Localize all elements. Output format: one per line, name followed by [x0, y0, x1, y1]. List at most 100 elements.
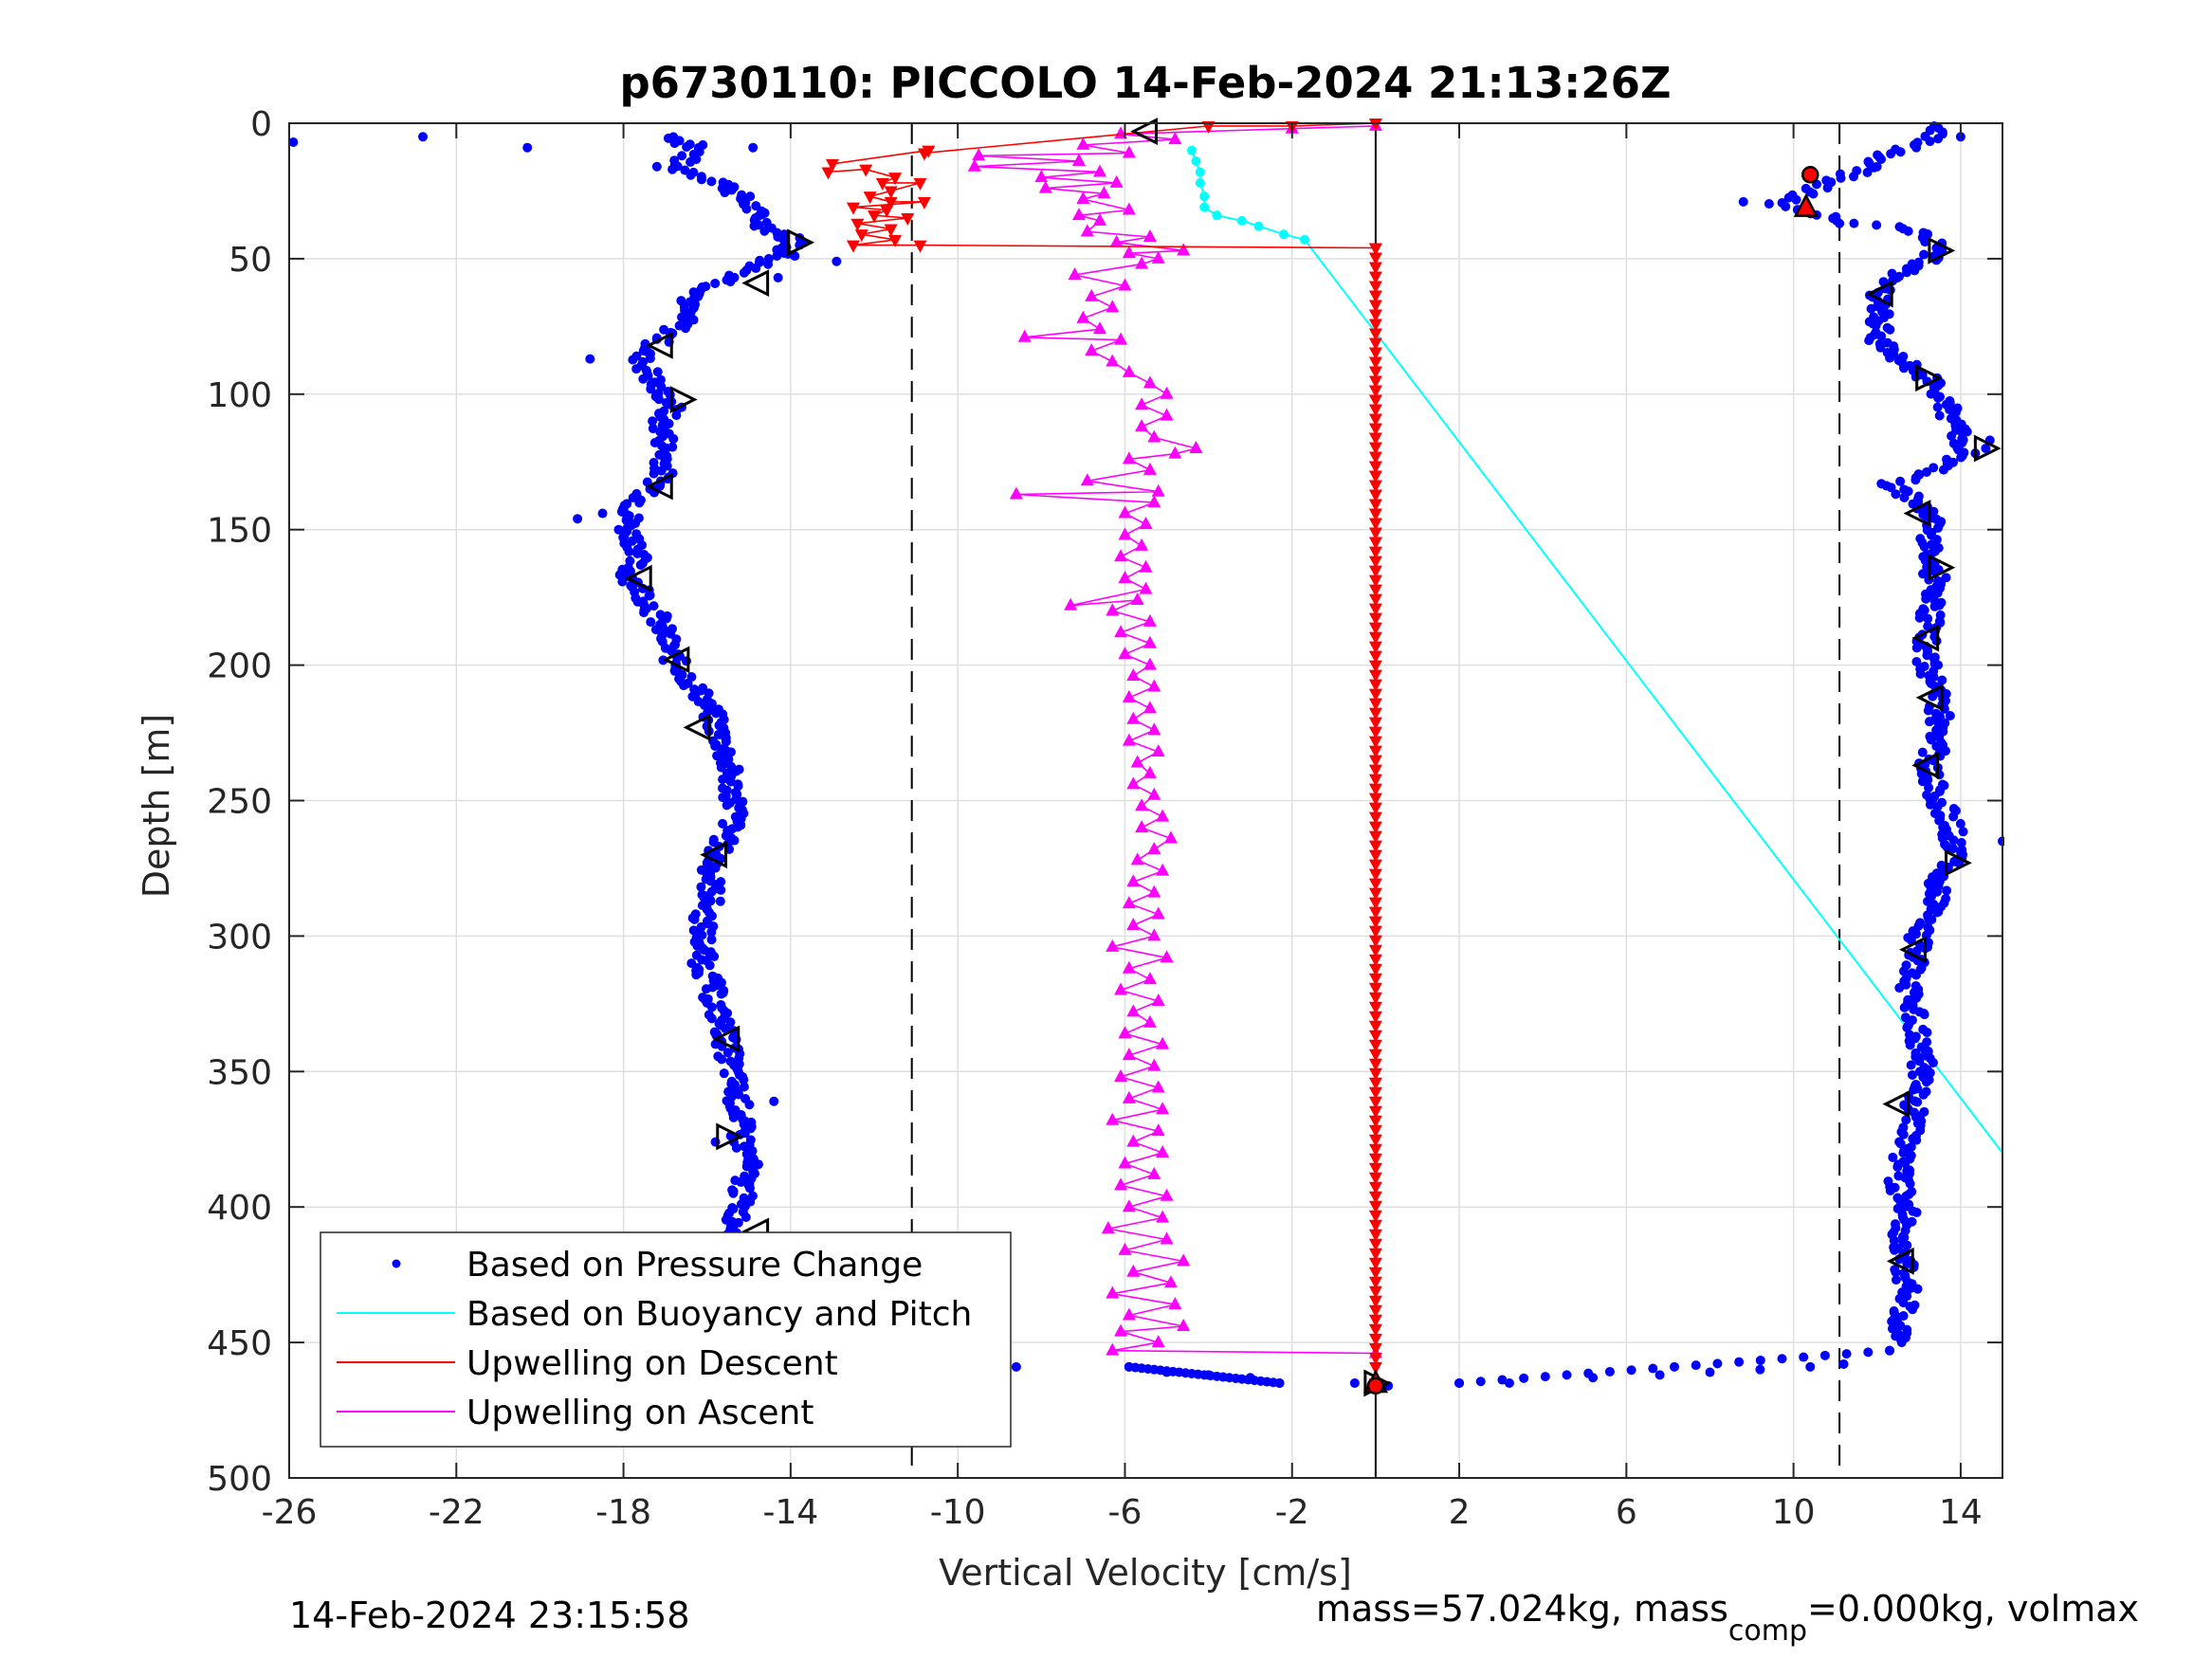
- triangle-left-marker: [1882, 1090, 1910, 1119]
- upwelling-ascent-marker: [1143, 701, 1157, 714]
- upwelling-ascent-marker: [1147, 787, 1161, 800]
- upwelling-descent-marker: [1368, 660, 1382, 673]
- pressure-point: [1918, 604, 1929, 614]
- x-tick-label: 14: [1939, 1493, 1983, 1532]
- triangle-left-marker: [645, 331, 673, 359]
- pressure-point: [1849, 218, 1859, 228]
- upwelling-descent-marker: [1368, 954, 1382, 967]
- buoyancy-point: [1195, 167, 1205, 177]
- pressure-point: [696, 921, 706, 932]
- upwelling-descent-marker: [1368, 840, 1382, 853]
- pressure-point: [725, 747, 736, 757]
- legend-label-upwelling-descent: Upwelling on Descent: [466, 1344, 838, 1383]
- upwelling-ascent-marker: [1163, 830, 1178, 844]
- pressure-point: [1912, 137, 1923, 148]
- pressure-point: [1907, 1187, 1917, 1197]
- pressure-point: [1889, 1305, 1899, 1316]
- upwelling-descent-marker: [1368, 963, 1382, 976]
- pressure-point: [638, 374, 649, 384]
- pressure-point: [1945, 710, 1955, 720]
- upwelling-ascent-marker: [1122, 733, 1136, 746]
- upwelling-ascent-marker: [1076, 310, 1090, 323]
- upwelling-descent-marker: [1368, 622, 1382, 635]
- pressure-point: [617, 576, 628, 587]
- upwelling-ascent-marker: [1147, 722, 1161, 736]
- upwelling-descent-marker: [1368, 603, 1382, 616]
- x-tick-label: 10: [1772, 1493, 1816, 1532]
- upwelling-descent-marker: [1368, 1191, 1382, 1204]
- pressure-point: [639, 608, 649, 618]
- pressure-point: [722, 1048, 733, 1058]
- upwelling-ascent-marker: [1080, 224, 1094, 237]
- pressure-point: [1835, 218, 1845, 228]
- triangle-right-marker: [1928, 236, 1956, 264]
- pressure-point: [1805, 1361, 1816, 1372]
- upwelling-descent-marker: [1368, 1304, 1382, 1318]
- pressure-point: [1925, 731, 1935, 741]
- pressure-point: [1454, 1377, 1465, 1388]
- triangle-right-marker: [1915, 364, 1944, 392]
- upwelling-descent-marker: [888, 234, 903, 247]
- pressure-point: [702, 858, 712, 868]
- upwelling-descent-marker: [1368, 1124, 1382, 1138]
- upwelling-descent-marker: [1368, 1011, 1382, 1024]
- pressure-point: [739, 1082, 749, 1092]
- upwelling-descent-marker: [1368, 982, 1382, 995]
- pressure-point: [725, 1017, 736, 1028]
- pressure-point: [1935, 392, 1946, 402]
- upwelling-descent-marker: [1368, 736, 1382, 749]
- pressure-point: [1913, 257, 1924, 267]
- upwelling-descent-marker: [1368, 565, 1382, 578]
- upwelling-ascent-marker: [1143, 462, 1157, 475]
- axes: -26 -22 -18 -14 -10 -6 -2 2 6 10 14050100150200250…: [207, 105, 2003, 1532]
- upwelling-descent-marker: [1368, 1267, 1382, 1280]
- upwelling-ascent-marker: [1122, 1307, 1136, 1321]
- upwelling-ascent-marker: [1093, 321, 1107, 335]
- upwelling-descent-marker: [1368, 1143, 1382, 1157]
- pressure-point: [1863, 1347, 1874, 1358]
- pressure-point: [1906, 1141, 1916, 1152]
- x-tick-label: -14: [762, 1493, 818, 1532]
- upwelling-ascent-marker: [1168, 446, 1182, 459]
- upwelling-ascent-marker: [1118, 1242, 1132, 1255]
- pressure-point: [744, 1100, 755, 1110]
- upwelling-ascent-marker: [1156, 809, 1170, 822]
- upwelling-ascent-marker: [1151, 250, 1165, 264]
- pressure-point: [1893, 1171, 1904, 1181]
- pressure-point: [644, 591, 654, 601]
- upwelling-ascent-marker: [1106, 1342, 1120, 1356]
- pressure-point: [1862, 167, 1873, 177]
- pressure-point: [1654, 1370, 1665, 1380]
- pressure-point: [686, 156, 696, 167]
- pressure-point: [1873, 150, 1883, 160]
- pressure-point: [1910, 1300, 1920, 1310]
- pressure-point: [1841, 1349, 1852, 1359]
- upwelling-descent-marker: [1368, 868, 1382, 882]
- upwelling-descent-marker: [1368, 375, 1382, 389]
- upwelling-descent-marker: [1368, 319, 1382, 332]
- pressure-point: [778, 235, 789, 246]
- pressure-point: [656, 465, 667, 476]
- upwelling-descent-marker: [1368, 337, 1382, 351]
- upwelling-ascent-marker: [1076, 191, 1090, 205]
- triangle-left-marker: [1886, 1247, 1914, 1275]
- pressure-point: [1648, 1363, 1658, 1374]
- upwelling-ascent-marker: [1085, 288, 1099, 301]
- upwelling-descent-marker: [1368, 1295, 1382, 1308]
- buoyancy-point: [1299, 234, 1309, 245]
- upwelling-ascent-marker: [1106, 300, 1120, 313]
- pressure-point: [1948, 803, 1959, 813]
- pressure-point: [1894, 222, 1905, 232]
- pressure-point: [1891, 489, 1901, 500]
- upwelling-descent-marker: [1368, 480, 1382, 493]
- upwelling-ascent-marker: [1009, 486, 1023, 500]
- upwelling-ascent-marker: [1109, 234, 1124, 247]
- legend-label-pressure: Based on Pressure Change: [466, 1246, 923, 1285]
- upwelling-descent-marker: [1368, 537, 1382, 550]
- upwelling-ascent-marker: [1106, 1112, 1120, 1125]
- upwelling-ascent-marker: [1038, 180, 1052, 193]
- y-tick-label: 150: [207, 512, 272, 551]
- pressure-point: [1872, 220, 1882, 230]
- upwelling-descent-marker: [1368, 584, 1382, 597]
- upwelling-ascent-marker: [1106, 1285, 1120, 1299]
